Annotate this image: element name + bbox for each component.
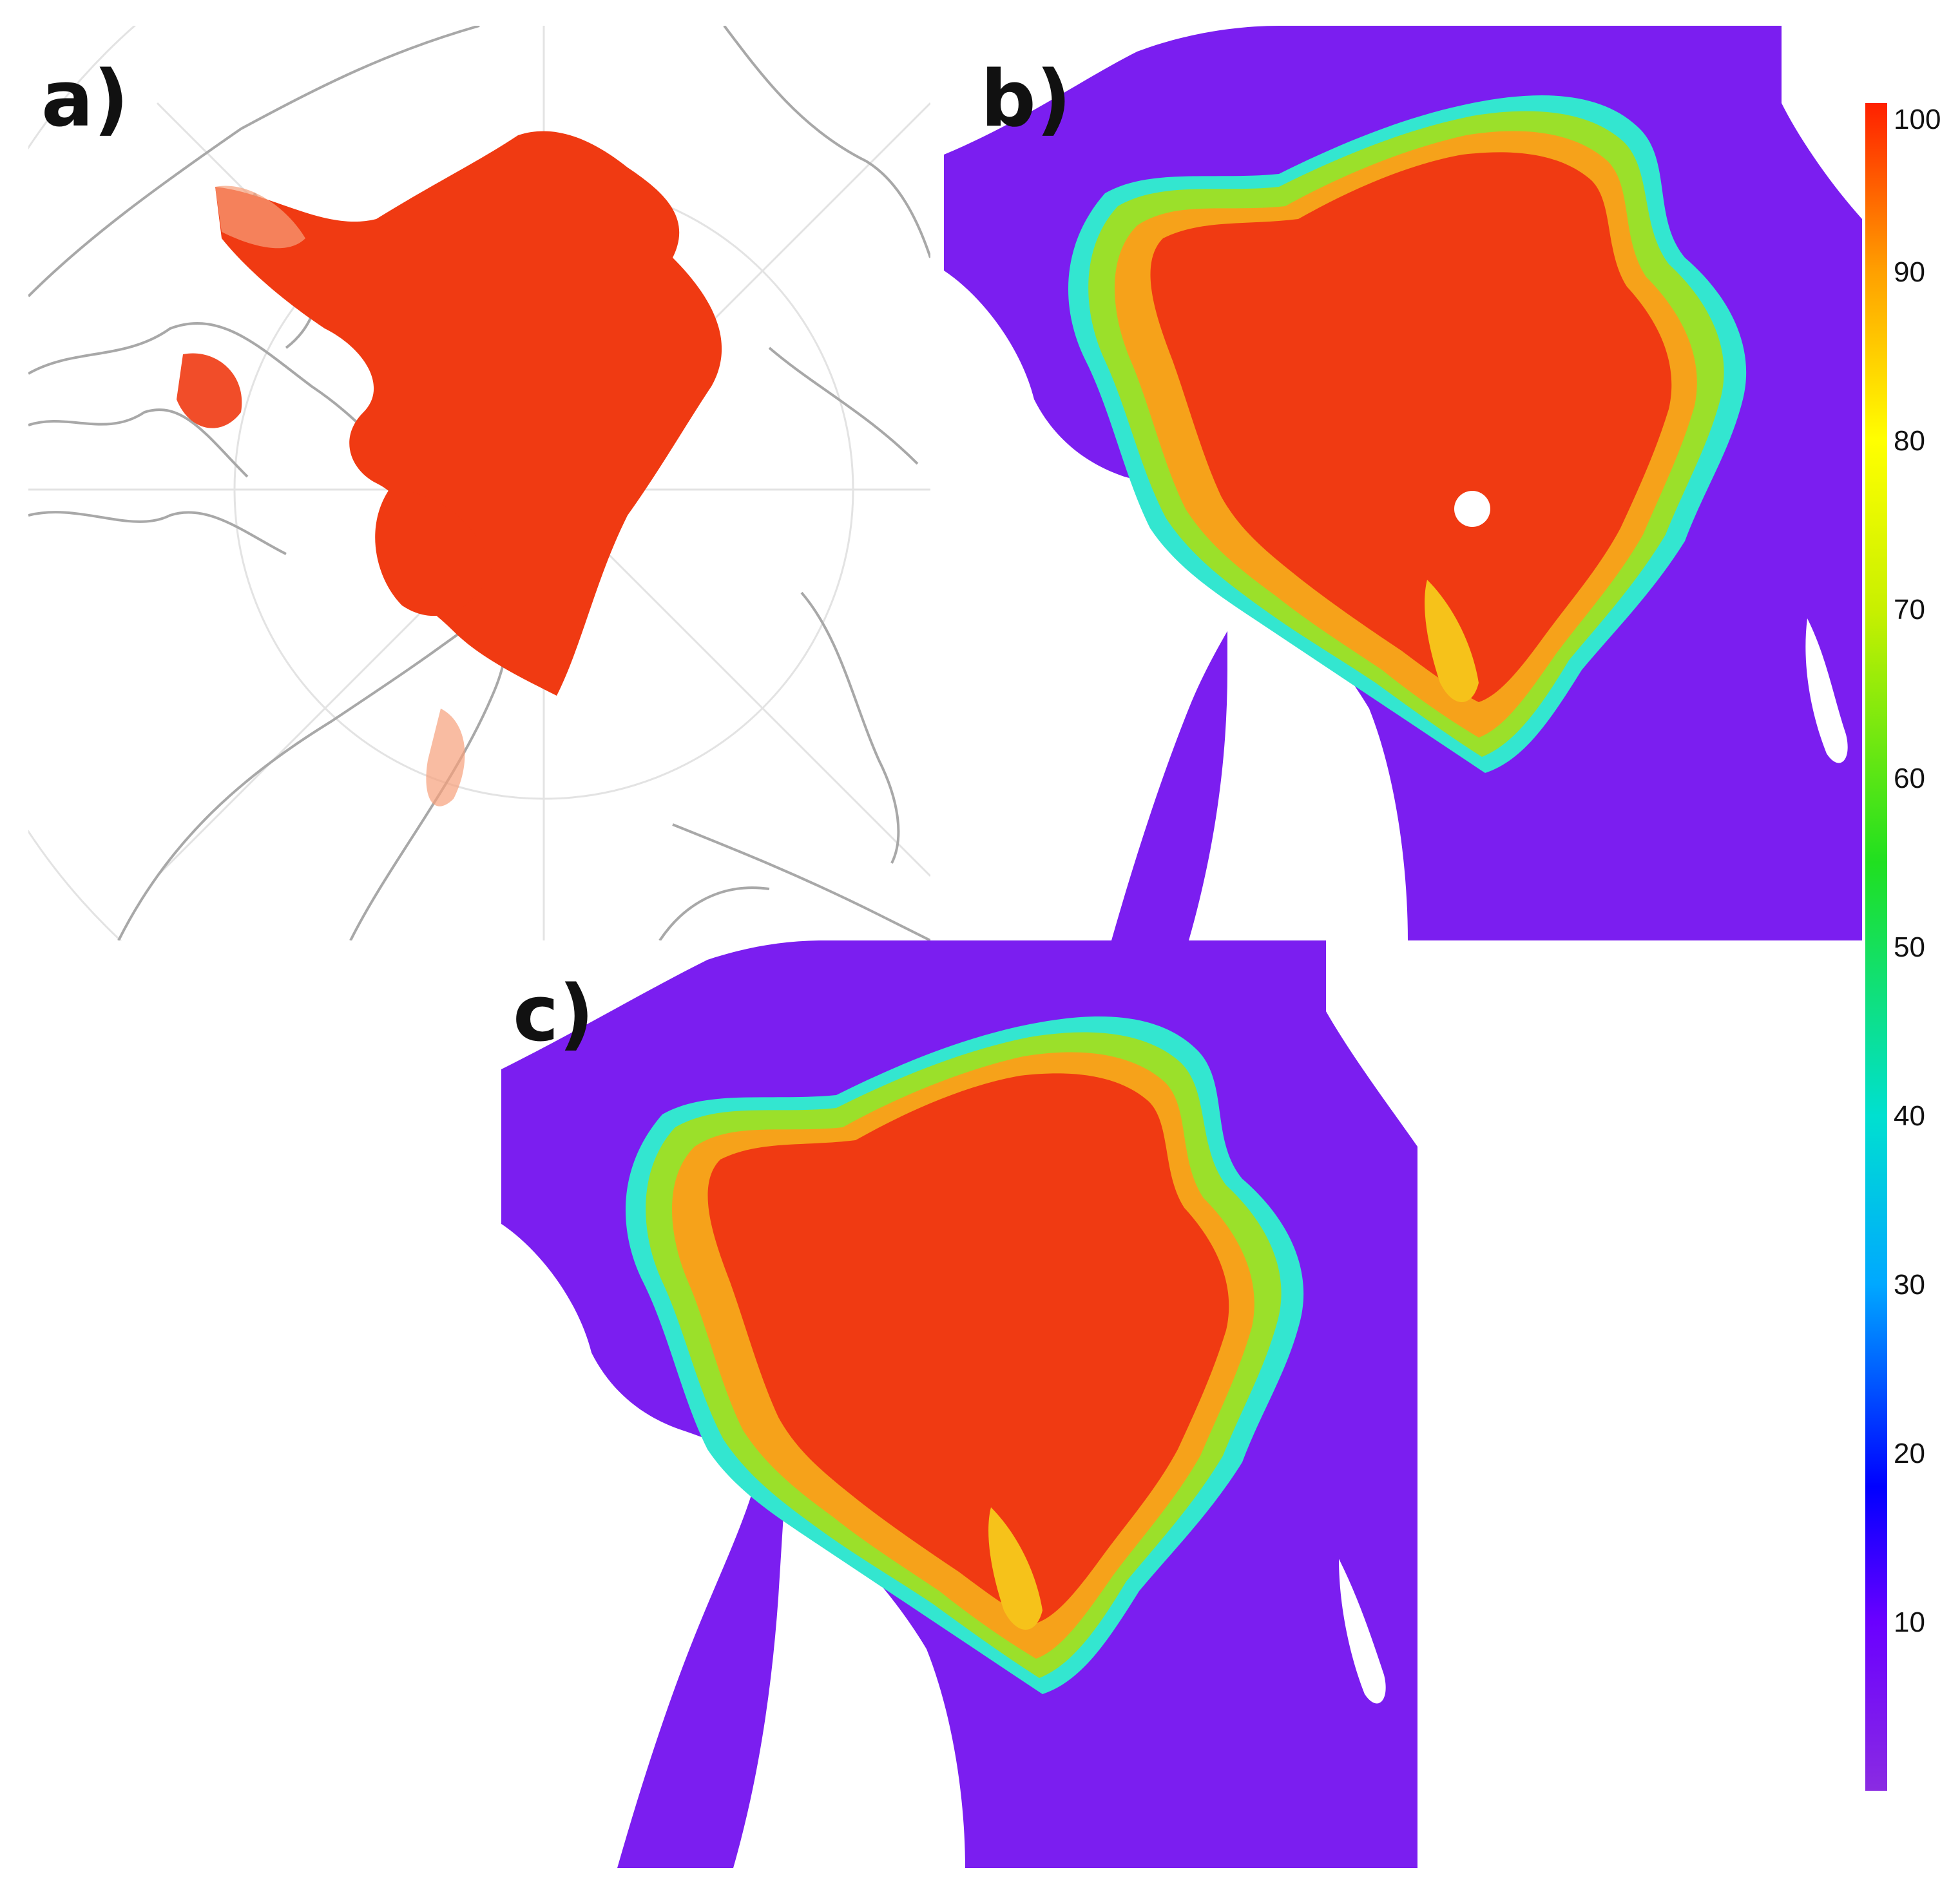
map-panel-a — [28, 26, 930, 940]
colorbar-tick-label: 70 — [1894, 594, 1925, 625]
panel-label-c: c) — [513, 969, 594, 1059]
colorbar-tick-label: 100 — [1894, 104, 1941, 135]
colorbar-tick-label: 30 — [1894, 1269, 1925, 1301]
colorbar-tick-label: 40 — [1894, 1100, 1925, 1132]
ice-concentration-b — [1068, 95, 1747, 774]
map-b-graphic — [944, 26, 1862, 940]
land-b — [944, 26, 1862, 940]
land-c — [501, 940, 1417, 1868]
colorbar-gradient — [1865, 103, 1887, 1791]
map-a-graphic — [28, 26, 930, 940]
colorbar: 100 90 80 70 60 50 40 30 20 10 — [1865, 103, 1941, 1791]
colorbar-tick-label: 20 — [1894, 1438, 1925, 1469]
colorbar-ticks: 100 90 80 70 60 50 40 30 20 10 — [1894, 104, 1941, 1638]
colorbar-tick-label: 80 — [1894, 425, 1925, 457]
colorbar-tick-label: 90 — [1894, 256, 1925, 288]
colorbar-tick-label: 50 — [1894, 931, 1925, 963]
panel-label-b: b) — [981, 55, 1071, 144]
colorbar-tick-label: 10 — [1894, 1607, 1925, 1638]
map-panel-c — [501, 940, 1417, 1868]
ice-concentration-c — [625, 1016, 1304, 1694]
map-c-graphic — [501, 940, 1417, 1868]
colorbar-tick-label: 60 — [1894, 763, 1925, 794]
panel-label-a: a) — [41, 55, 129, 144]
ice-sparse-a — [215, 186, 465, 806]
ice-cover-a — [177, 131, 722, 696]
map-panel-b — [944, 26, 1862, 940]
